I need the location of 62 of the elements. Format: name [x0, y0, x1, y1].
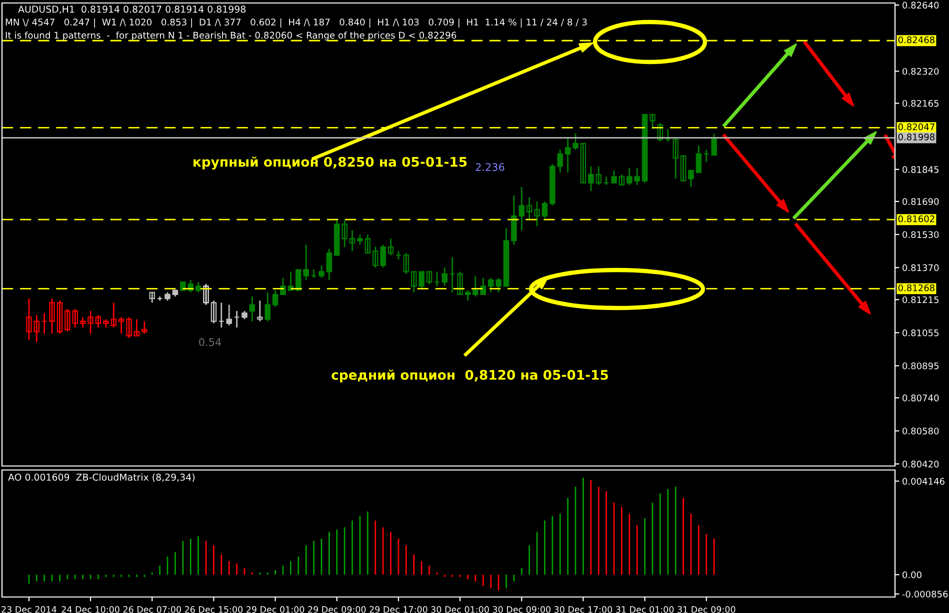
annotation: 2.236 — [476, 163, 504, 172]
y-tick-label: 0.81370 — [902, 264, 939, 272]
y-tick-label: 0.81215 — [902, 296, 938, 304]
candlestick — [580, 142, 586, 184]
candlestick — [234, 310, 240, 328]
candlestick — [357, 234, 363, 246]
y-tick-label: 0.81055 — [902, 329, 938, 336]
candlestick — [680, 155, 686, 182]
y-tick-label: 0.81845 — [902, 166, 938, 173]
ref-line-label: 0.82047 — [898, 123, 934, 130]
y-tick-label: 0.80895 — [902, 362, 938, 370]
y-tick-label: 0.82165 — [902, 100, 938, 107]
candlestick — [318, 264, 324, 279]
candlestick — [156, 296, 163, 302]
candlestick — [650, 114, 656, 130]
candlestick — [434, 271, 440, 287]
candlestick — [611, 170, 617, 184]
annotation: крупный опцион 0,8250 на 05-01-15 — [194, 156, 467, 170]
y-tick-label: 0.80420 — [902, 460, 939, 468]
y-tick-label: 0.00 — [902, 571, 922, 578]
y-tick-label: 0.81690 — [902, 198, 939, 205]
candlestick — [310, 268, 317, 279]
chart-title: AUDUSD,H1 0.81914 0.82017 0.81914 0.81998 — [18, 6, 246, 14]
candlestick — [41, 312, 48, 334]
ref-line-label: 0.81268 — [898, 284, 934, 292]
ref-line-label: 0.81998 — [898, 134, 934, 140]
annotation: It is found 1 patterns - for pattern N 1 - Bearish Bat - 0.82060 < Range of the prices D < 0.82296 — [6, 32, 456, 40]
chart-title: AO 0.001609 ZB-CloudMatrix (8,29,34) — [8, 473, 194, 482]
y-tick-label: 0.80580 — [902, 428, 939, 434]
annotation: средний опцион 0,8120 на 05-01-15 — [332, 370, 608, 382]
x-tick-label: 31 Dec 09:00 — [678, 606, 736, 613]
candlestick — [126, 316, 132, 339]
x-tick-label: 29 Dec 01:00 — [246, 606, 304, 613]
y-tick-label: -0.000856 — [902, 590, 948, 598]
candlestick — [257, 300, 263, 322]
candlestick — [296, 269, 302, 291]
x-tick-label: 31 Dec 01:00 — [616, 606, 674, 613]
candlestick — [603, 176, 610, 186]
x-tick-label: 23 Dec 2014 — [2, 606, 56, 613]
x-tick-label: 29 Dec 17:00 — [370, 606, 428, 613]
y-tick-label: 0.80740 — [902, 394, 939, 402]
y-tick-label: 0.82640 — [902, 2, 939, 9]
candlestick — [665, 128, 671, 142]
x-tick-label: 30 Dec 09:00 — [492, 606, 550, 613]
x-tick-label: 30 Dec 17:00 — [554, 606, 612, 613]
x-tick-label: 29 Dec 09:00 — [308, 606, 366, 613]
y-tick-label: 0.81530 — [902, 231, 939, 238]
y-tick-label: 0.004146 — [902, 478, 944, 485]
y-tick-label: 0.82320 — [902, 68, 939, 75]
x-tick-label: 26 Dec 15:00 — [184, 606, 243, 613]
candlestick — [534, 200, 540, 227]
x-tick-label: 24 Dec 10:00 — [62, 606, 120, 613]
annotation: 0.54 — [199, 338, 222, 346]
candlestick — [88, 310, 94, 334]
candlestick — [218, 302, 224, 328]
candlestick — [449, 256, 456, 294]
x-tick-label: 30 Dec 01:00 — [431, 606, 489, 613]
candlestick — [704, 149, 710, 163]
ref-line-label: 0.81602 — [898, 215, 934, 222]
ref-line-label: 0.82468 — [898, 36, 934, 44]
text: MN \/ 4547 0.247 | W1 /\ 1020 0.853 | D1 /\ 377 0.602 | H4 /\ 187 0.840 | H1 /\ 103 0.709 | H1 1.14 % | 11 / 24 / 8 / 3 — [6, 18, 587, 28]
x-tick-label: 26 Dec 07:00 — [123, 606, 181, 613]
